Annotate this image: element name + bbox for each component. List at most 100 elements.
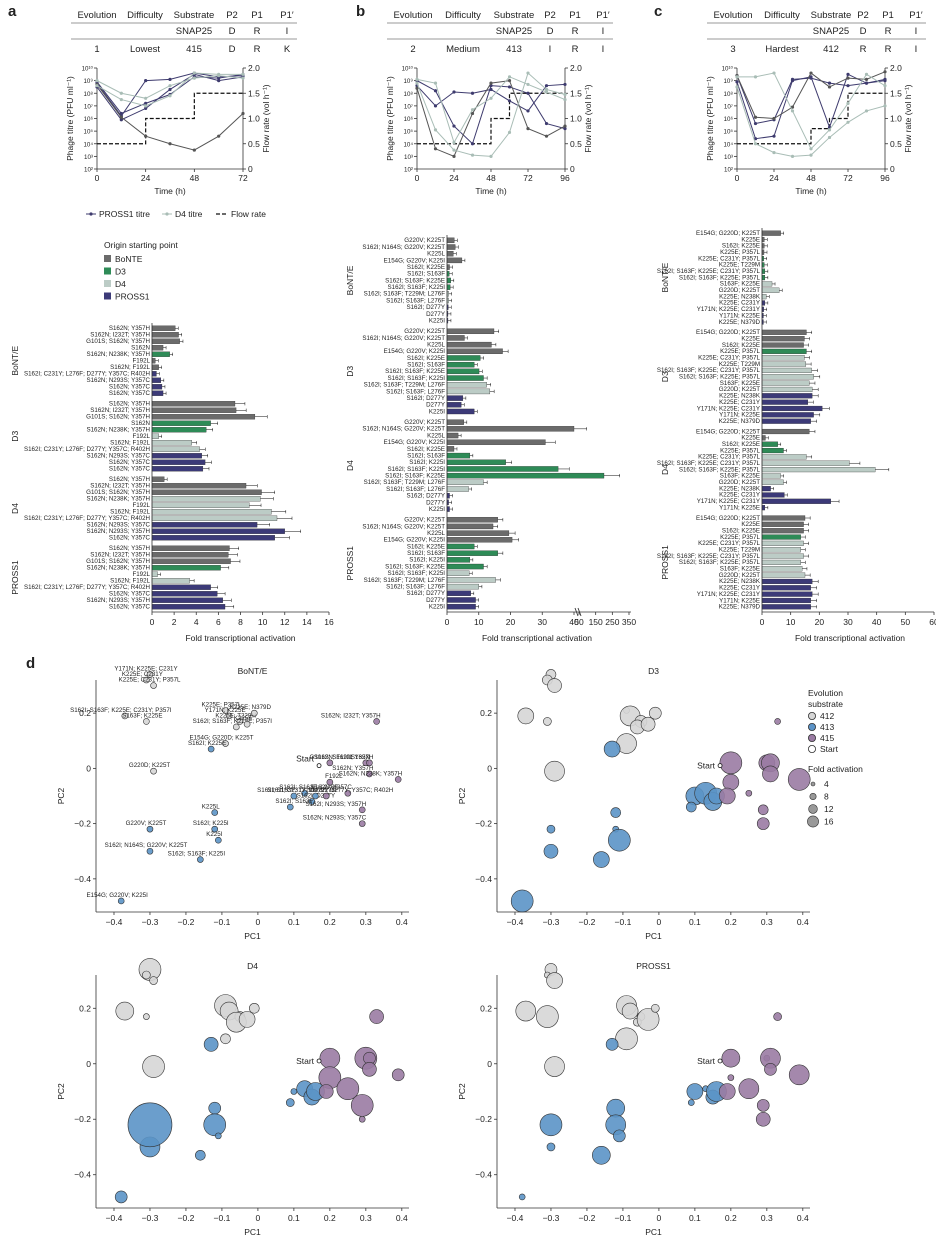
pca-point: [543, 717, 552, 726]
bar-label: K225E; C231Y: [719, 399, 760, 406]
bar: [446, 530, 510, 536]
bar: [151, 358, 156, 364]
x-tick-label: 10: [258, 617, 268, 627]
bar-label: S162I; N164S; G220V; K225T: [362, 244, 445, 251]
group-label: D4: [10, 503, 20, 514]
titre-point: [790, 154, 795, 158]
pca-point-label: K225L: [202, 804, 220, 811]
ref-p1: R: [885, 26, 892, 37]
pca-point: [546, 1142, 556, 1152]
titre-point: [433, 104, 438, 108]
bar: [446, 537, 513, 543]
pca-point: [143, 676, 150, 684]
bar-label: G101S; S162N; Y357H: [86, 338, 150, 345]
x-axis-label: PC1: [244, 931, 261, 941]
bar-label: S162I; S163F; T229M; L276F: [364, 382, 446, 389]
pca-point: [366, 759, 373, 767]
x-tick-label: 350: [622, 617, 636, 627]
bar: [446, 563, 484, 570]
pca-legend-item: 413: [820, 722, 834, 732]
x-tick-label: 10: [474, 617, 484, 627]
bar: [446, 452, 471, 459]
pca-point-label: S162I; S163F; K225E; C231Y; P357I: [70, 707, 172, 714]
bar: [446, 466, 559, 472]
titre-point: [452, 148, 456, 152]
bar: [151, 597, 223, 603]
titre-point: [846, 84, 850, 88]
pca-point-label: S162I; C231Y; L276F; D277Y; Y357C; R402H: [267, 787, 393, 794]
bar: [151, 446, 200, 452]
table-header: Substrate: [811, 10, 852, 21]
table-header: P1′: [909, 10, 923, 21]
group-label: D3: [10, 431, 20, 442]
bar-label: S163F; K225E: [720, 281, 760, 288]
bar-label: S162I; K225E: [407, 355, 445, 362]
bar-label: S162N; N293S; Y357C: [86, 377, 150, 384]
bar: [151, 604, 226, 610]
bar-label: K225L: [427, 251, 445, 258]
bar-label: K225E; P357L: [720, 249, 760, 256]
bar-label: E154G; G220V; K225I: [384, 257, 446, 264]
bar-label: S162I; C231Y; L276F; D277Y; Y357C; R402H: [24, 446, 150, 453]
pca-point: [150, 767, 157, 775]
bar-label: S162I; N164S; G220V; K225T: [362, 523, 445, 530]
pca-point: [593, 851, 610, 868]
ref-p2: D: [229, 26, 236, 37]
bar-label: G220V; K225T: [404, 517, 445, 524]
bar: [761, 418, 811, 424]
y-tick-label: 10⁴: [403, 141, 413, 148]
group-label: BoNT/E: [10, 346, 20, 376]
pca-point: [621, 1002, 639, 1020]
row-difficulty: Medium: [446, 44, 480, 55]
pca-point: [195, 1149, 206, 1161]
x-tick-label: 10: [786, 617, 796, 627]
bar: [761, 281, 773, 287]
bar: [446, 341, 492, 348]
titre-point: [735, 75, 739, 79]
x-tick-label: 20: [815, 617, 825, 627]
bar-label: S162I; S163F; L276F: [386, 388, 445, 395]
bar: [151, 545, 230, 551]
titre-point: [95, 79, 99, 83]
bar-label: K225E; P357L: [720, 447, 760, 454]
pca-point-label: S162I; N293S; Y357H: [305, 801, 366, 808]
pca-point: [233, 723, 240, 731]
x-tick-label: 0.3: [761, 917, 773, 927]
ref-p1: R: [572, 26, 579, 37]
titre-point: [544, 84, 549, 88]
x-tick-label: 0: [760, 617, 765, 627]
ref-p1: R: [254, 26, 261, 37]
pca-point: [687, 1099, 695, 1106]
table-header: P1′: [596, 10, 610, 21]
y2-tick-label: 2.0: [890, 63, 902, 73]
bar-label: S162N; N293S; Y357H: [86, 528, 150, 535]
bar: [151, 364, 159, 370]
bar-label: S162I; K225E: [722, 527, 760, 534]
bar-label: G220V; K225T: [404, 419, 445, 426]
pca-point: [603, 740, 621, 758]
titre-point: [217, 76, 221, 80]
bar: [761, 591, 813, 597]
titre-point: [241, 76, 245, 80]
pca-D4: −0.4 −0.3 −0.2 −0.1 0 0.1 0.2 0.3 0.4 −0.4 −0.2 0 0.…: [56, 958, 409, 1237]
x-tick-label: 6: [216, 617, 221, 627]
bar: [761, 435, 766, 441]
bar-label: D277Y: [426, 311, 445, 318]
y2-axis-label: Flow rate (vol h⁻¹): [903, 84, 913, 152]
pca-panel-title: D3: [648, 666, 659, 676]
bar-label: Y171N; K225E: [719, 312, 760, 319]
bar: [151, 433, 159, 439]
bar: [446, 432, 459, 439]
bar: [151, 384, 163, 390]
start-point: [316, 763, 322, 769]
bar-label: S162I; S163F; T229M; L276F: [364, 479, 446, 486]
x-tick-label: 48: [486, 173, 496, 183]
pca-point-label: E154G; G220V; K225I: [87, 892, 149, 899]
titre-point: [883, 84, 887, 88]
titre-point: [846, 101, 850, 105]
bar-label: S162I; S163F; K225E; C231Y; P357L: [657, 553, 761, 560]
bar-label: S162N; N238K; Y357H: [86, 351, 150, 358]
y2-tick-label: 1.0: [890, 114, 902, 124]
x-axis-label: Fold transcriptional activation: [185, 633, 295, 643]
pca-size-item: 4: [824, 779, 829, 789]
